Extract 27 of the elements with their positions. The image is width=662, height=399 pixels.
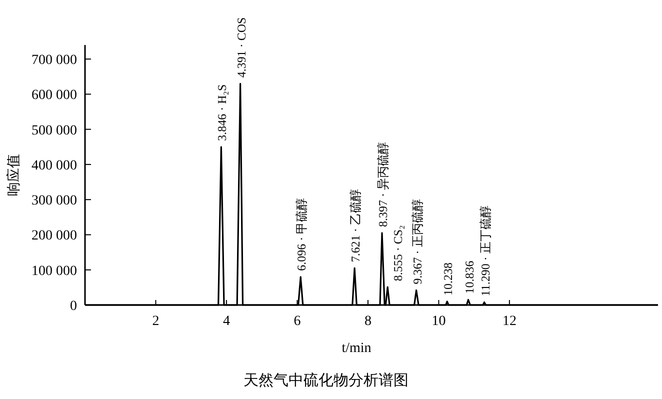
x-tick-label: 6 [294, 314, 301, 329]
annotation: 3.846 · H₂S [215, 84, 230, 141]
annotation: 4.391 · COS [234, 17, 248, 78]
annotation: 6.096 · 甲硫醇 [294, 198, 309, 271]
x-tick-label: 8 [364, 314, 372, 329]
x-tick-label: 2 [152, 314, 160, 329]
annotation: 10.238 [441, 262, 456, 296]
y-tick-label: 200 000 [32, 228, 77, 244]
annotation: 8.555 · CS₂ [391, 225, 406, 282]
x-axis-title: t/min [342, 341, 372, 356]
annotation: 9.367 · 正丙硫醇 [410, 199, 424, 284]
text: 天然气中硫化物分析谱图 [244, 372, 408, 389]
annotation: 7.621 · 乙硫醇 [348, 189, 363, 262]
y-tick-label: 700 000 [32, 53, 77, 68]
y-tick-label: 600 000 [32, 88, 77, 104]
y-tick-label: 500 000 [32, 123, 77, 138]
annotation: 11.290 · 正丁硫醇 [478, 206, 492, 296]
x-tick-label: 10 [432, 314, 446, 329]
annotation: 8.397 · 异丙硫醇 [376, 142, 390, 227]
y-tick-label: 0 [70, 299, 77, 314]
y-tick-label: 300 000 [32, 194, 77, 209]
y-tick-label: 100 000 [32, 264, 77, 279]
annotation: 10.836 [462, 260, 476, 294]
y-tick-label: 400 000 [32, 158, 77, 174]
x-tick-label: 12 [502, 314, 516, 329]
y-axis-title: 响应值 [6, 154, 22, 196]
x-tick-label: 4 [222, 314, 230, 329]
